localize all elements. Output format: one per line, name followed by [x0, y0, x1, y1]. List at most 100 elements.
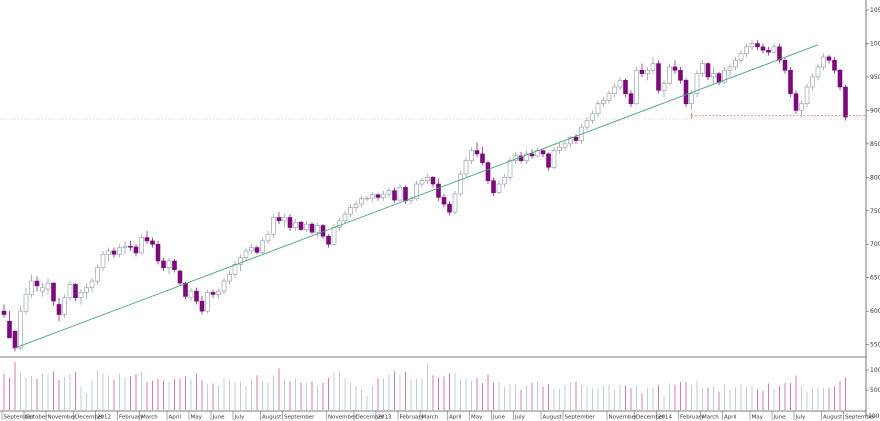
time-axis-label: February — [119, 415, 144, 421]
candle-body — [144, 237, 150, 242]
candle — [557, 142, 562, 154]
candle-body — [117, 247, 122, 255]
candle — [227, 271, 232, 285]
candle-body — [100, 253, 106, 268]
candle-body — [518, 155, 524, 161]
candle-body — [755, 43, 760, 48]
candle — [485, 160, 491, 185]
candle-body — [524, 153, 529, 161]
candle-body — [683, 80, 689, 105]
candle-body — [815, 66, 821, 78]
candle-body — [623, 80, 628, 94]
candle — [315, 222, 320, 238]
candle-body — [403, 187, 408, 202]
candle — [799, 100, 804, 118]
price-tick-label: 9500 — [870, 74, 880, 81]
price-tick-label: 6000 — [870, 308, 880, 315]
candles-layer — [1, 40, 848, 352]
candle — [491, 177, 496, 197]
candle-body — [507, 160, 513, 178]
price-tick-label: 9000 — [870, 107, 880, 114]
candle-body — [282, 217, 287, 222]
candle — [364, 196, 370, 202]
candle-body — [298, 221, 304, 230]
candle — [760, 43, 766, 54]
candle — [810, 73, 815, 91]
candle-body — [430, 177, 436, 185]
candle-body — [359, 198, 364, 205]
candle — [199, 295, 205, 315]
candle — [667, 63, 672, 85]
time-axis-label: August — [262, 415, 282, 421]
candle — [738, 50, 744, 64]
candle-body — [463, 160, 469, 175]
time-axis-label: November — [48, 415, 77, 421]
candle-body — [205, 292, 210, 312]
time-axis-label: September — [284, 415, 315, 421]
candle — [441, 194, 447, 208]
candle-body — [689, 93, 694, 105]
candle-body — [634, 69, 639, 105]
candle-body — [309, 223, 315, 233]
candle-body — [106, 250, 111, 255]
candle-body — [705, 63, 711, 78]
candle — [612, 83, 617, 98]
candle-body — [34, 280, 40, 287]
candle — [826, 54, 832, 64]
candle-body — [733, 59, 738, 68]
candle-body — [661, 83, 667, 91]
candle-body — [667, 66, 672, 84]
candle-body — [381, 193, 386, 198]
candle — [304, 220, 309, 233]
candle-body — [348, 207, 353, 215]
candle — [705, 62, 711, 81]
time-axis-label: April — [449, 415, 462, 421]
time-axis-label: June — [773, 415, 787, 421]
candle — [95, 264, 100, 285]
time-axis-label: December — [636, 415, 665, 421]
candle-body — [89, 280, 95, 289]
time-axis-label: October — [26, 415, 49, 421]
candle — [117, 244, 122, 258]
candle — [788, 66, 793, 98]
candle — [408, 196, 414, 205]
time-axis-label: June — [212, 415, 226, 421]
candle — [45, 279, 51, 295]
candle-body — [287, 217, 293, 228]
candle — [287, 214, 293, 231]
price-tick-label: 8500 — [870, 141, 880, 148]
candle — [111, 247, 117, 258]
candle — [782, 58, 788, 74]
volume-tick-label: 10000 — [870, 367, 880, 374]
candle-body — [491, 180, 496, 194]
candle — [700, 60, 705, 77]
candle — [18, 305, 23, 350]
candle — [194, 287, 199, 305]
candle — [29, 274, 34, 298]
time-axis-label: March — [141, 415, 158, 421]
price-tick-label: 8000 — [870, 174, 880, 181]
price-tick-label: 6500 — [870, 275, 880, 282]
candle-body — [744, 46, 749, 54]
candle — [793, 90, 799, 114]
candle — [661, 80, 667, 98]
candle — [89, 277, 95, 293]
candle — [419, 177, 425, 188]
time-axis-label: February — [400, 415, 425, 421]
candle — [463, 157, 469, 178]
candle-body — [375, 194, 381, 198]
candle — [513, 151, 518, 164]
candle — [100, 250, 106, 272]
candle — [12, 329, 18, 352]
candle-body — [595, 103, 601, 115]
time-axis-label: 2012 — [97, 415, 111, 421]
candle — [480, 147, 485, 166]
candle-body — [210, 292, 216, 295]
candle — [650, 56, 656, 74]
candle-body — [496, 183, 502, 194]
candle — [832, 56, 837, 74]
candle-body — [711, 73, 716, 78]
time-axis-label: August — [543, 415, 563, 421]
candle-body — [788, 69, 793, 94]
candle-body — [843, 86, 848, 118]
